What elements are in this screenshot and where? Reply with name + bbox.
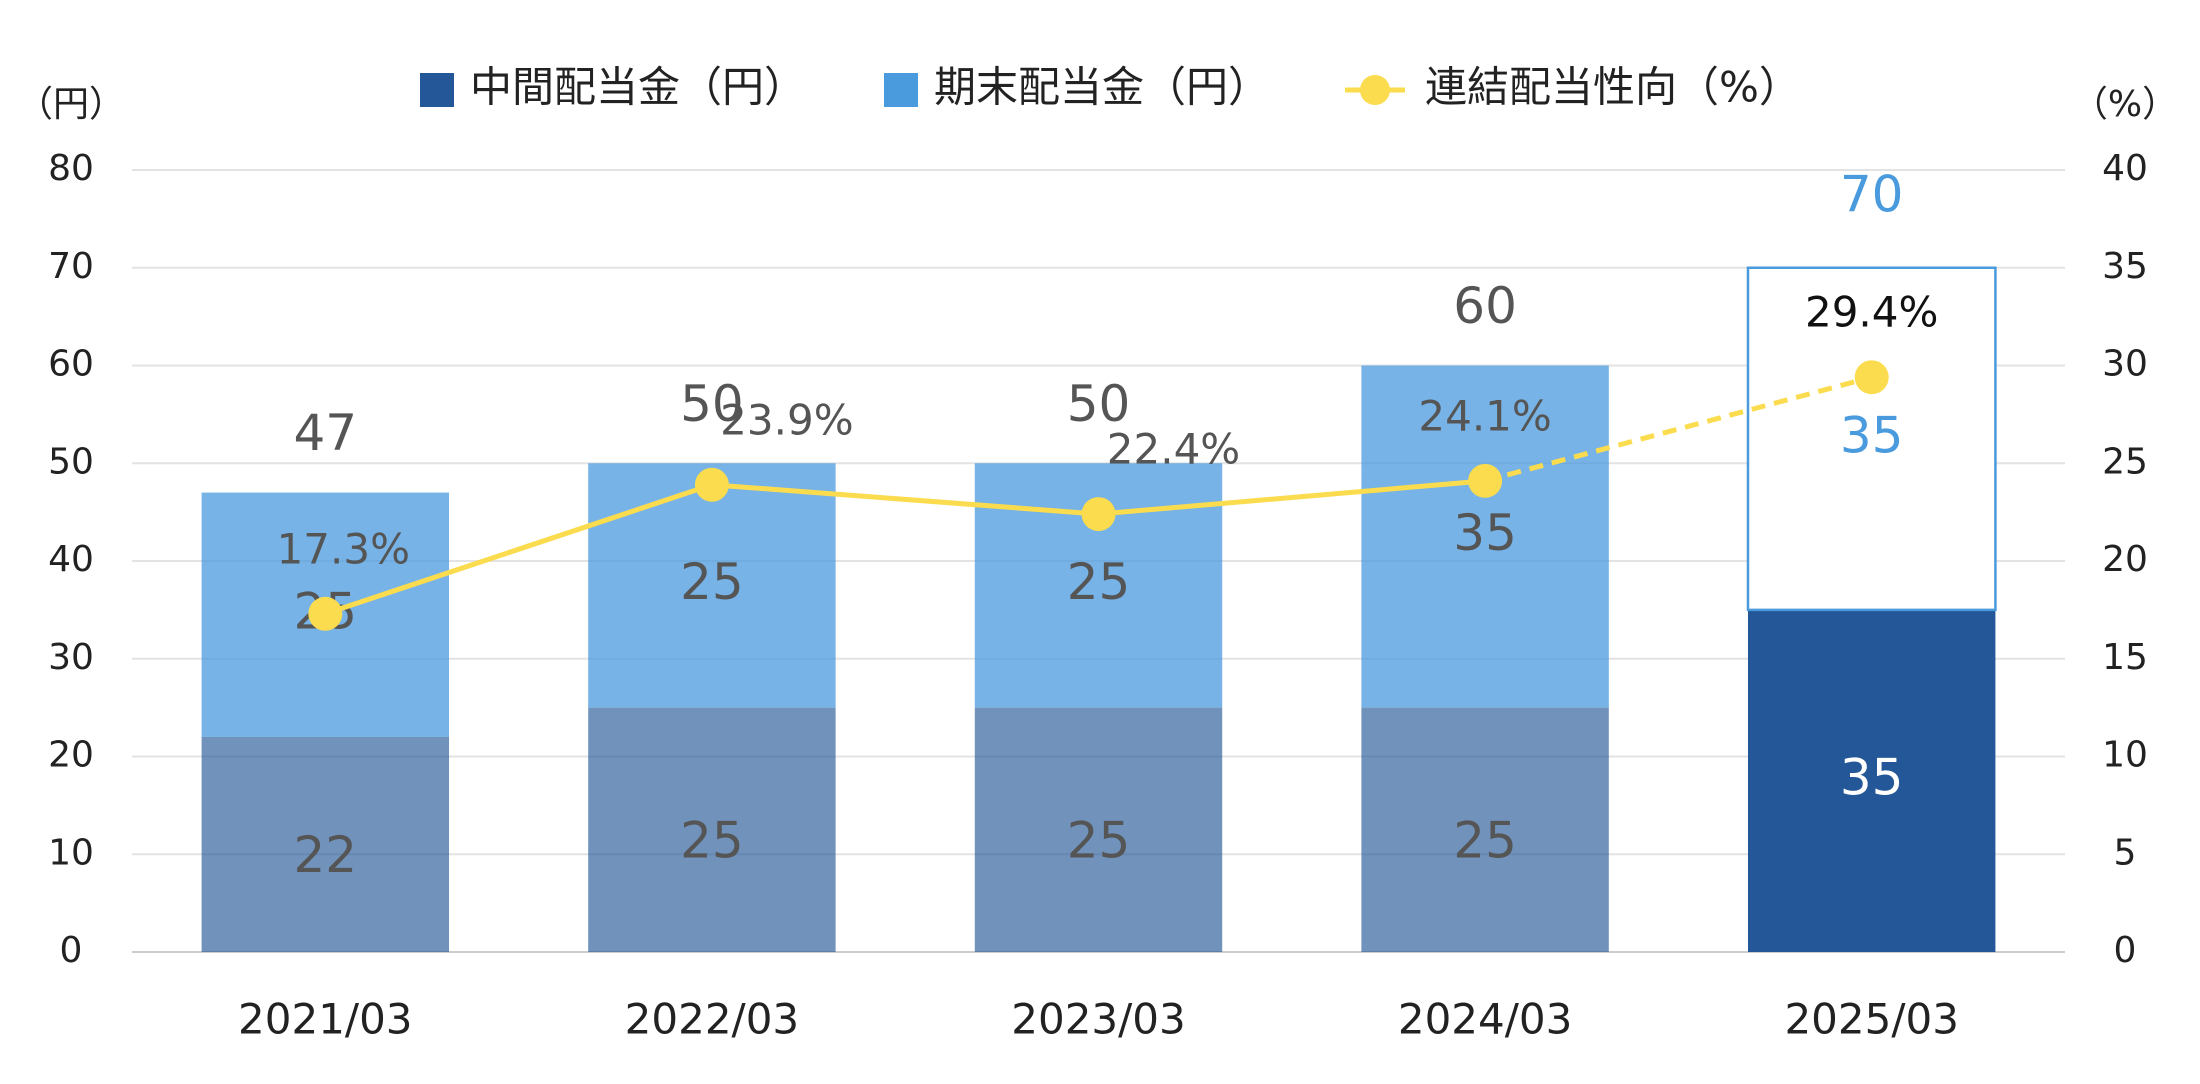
- line-label: 24.1%: [1418, 391, 1551, 440]
- y2-tick-label: 5: [2114, 832, 2137, 873]
- total-label: 50: [1067, 375, 1131, 433]
- line-segment: [324, 482, 713, 617]
- y2-tick-label: 0: [2114, 930, 2137, 971]
- y-tick-label: 70: [48, 246, 94, 287]
- data-label: 22: [293, 826, 357, 884]
- line-point: [308, 596, 343, 631]
- y-axis-label: （円）: [17, 84, 125, 125]
- y-tick-label: 30: [48, 637, 94, 678]
- bar-segment: [1746, 266, 1997, 612]
- legend-label: 期末配当金（円）: [934, 63, 1270, 112]
- legend-label: 連結配当性向（%）: [1425, 63, 1801, 112]
- line-label: 17.3%: [277, 524, 410, 573]
- x-tick-label: 2024/03: [1398, 995, 1572, 1044]
- y2-axis-label: （%）: [2072, 84, 2178, 125]
- legend-marker: [1360, 75, 1390, 105]
- y2-tick-label: 10: [2102, 735, 2148, 776]
- line-label: 29.4%: [1805, 288, 1938, 337]
- data-label: 35: [1453, 504, 1517, 562]
- y-tick-label: 10: [48, 832, 94, 873]
- data-label: 25: [680, 553, 744, 611]
- bar-segment: [974, 707, 1223, 952]
- line-label: 22.4%: [1107, 425, 1240, 474]
- data-label: 35: [1840, 406, 1904, 464]
- line-segment: [1098, 478, 1486, 517]
- data-label: 35: [1840, 748, 1904, 806]
- total-label: 47: [293, 404, 357, 462]
- bar-segment: [588, 707, 836, 952]
- y2-tick-label: 35: [2102, 246, 2148, 287]
- bar-segment: [588, 463, 836, 708]
- bar-segment: [201, 736, 450, 952]
- y2-tick-label: 15: [2102, 637, 2148, 678]
- total-label: 60: [1453, 277, 1517, 335]
- x-tick-label: 2022/03: [625, 995, 799, 1044]
- y-tick-label: 50: [48, 441, 94, 482]
- bar-segment: [1361, 707, 1609, 952]
- y-tick-label: 40: [48, 539, 94, 580]
- line-point: [1854, 360, 1889, 395]
- legend-marker: [884, 73, 918, 107]
- legend-label: 中間配当金（円）: [470, 63, 806, 112]
- data-label: 25: [1067, 553, 1131, 611]
- legend-marker: [420, 73, 454, 107]
- y2-tick-label: 25: [2102, 441, 2148, 482]
- y-tick-label: 0: [60, 930, 83, 971]
- line-segment: [1484, 374, 1873, 484]
- line-segment: [711, 482, 1099, 517]
- y2-tick-label: 40: [2102, 148, 2148, 189]
- total-label: 70: [1840, 165, 1904, 223]
- x-tick-label: 2025/03: [1784, 995, 1958, 1044]
- y2-tick-label: 30: [2102, 344, 2148, 385]
- data-label: 25: [1453, 811, 1517, 869]
- y-tick-label: 60: [48, 344, 94, 385]
- line-point: [694, 467, 729, 502]
- line-point: [1468, 463, 1503, 498]
- y-tick-label: 80: [48, 148, 94, 189]
- data-label: 25: [680, 811, 744, 869]
- bar-segment: [1747, 609, 1996, 952]
- line-label: 23.9%: [720, 395, 853, 444]
- total-label: 50: [680, 375, 744, 433]
- x-tick-label: 2023/03: [1011, 995, 1185, 1044]
- x-tick-label: 2021/03: [238, 995, 412, 1044]
- bar-segment: [1361, 365, 1609, 708]
- y2-tick-label: 20: [2102, 539, 2148, 580]
- line-point: [1081, 497, 1116, 532]
- y-tick-label: 20: [48, 735, 94, 776]
- data-label: 25: [1067, 811, 1131, 869]
